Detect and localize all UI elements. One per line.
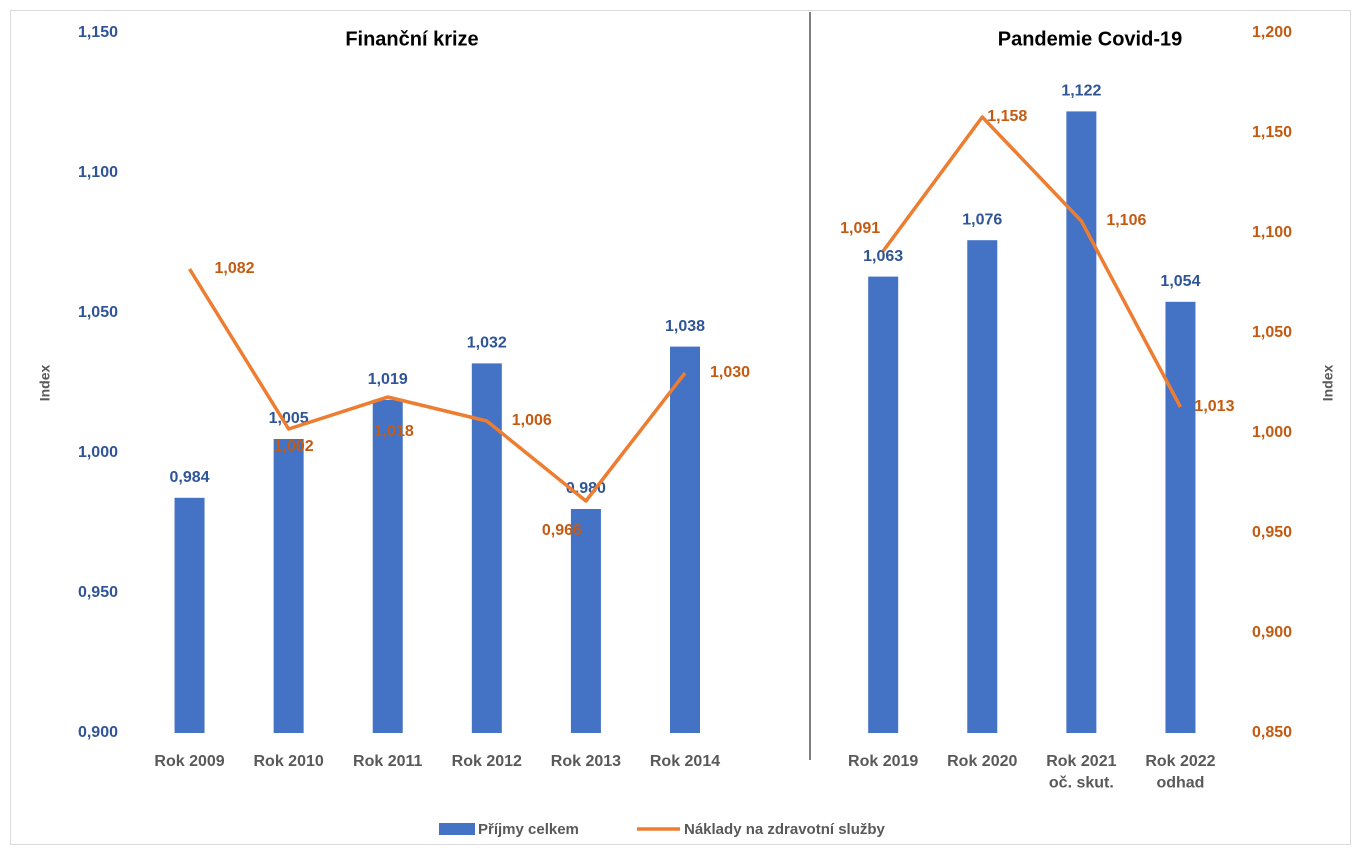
y-tick-label: 0,900 xyxy=(78,724,118,741)
x-tick-label: Rok 2011 xyxy=(353,753,422,770)
data-label: 1,063 xyxy=(863,248,903,265)
data-label: 1,013 xyxy=(1194,398,1234,415)
legend-label: Příjmy celkem xyxy=(478,821,579,838)
data-label: 1,082 xyxy=(215,260,255,277)
x-tick-label: Rok 2014 xyxy=(650,753,720,770)
data-label: 1,091 xyxy=(840,220,880,237)
y2-tick-label: 0,950 xyxy=(1252,524,1292,541)
bar xyxy=(273,439,304,733)
data-label: 1,006 xyxy=(512,412,552,429)
y2-tick-label: 1,200 xyxy=(1252,24,1292,41)
annotation: Pandemie Covid-19 xyxy=(998,28,1183,50)
data-label: 1,002 xyxy=(274,438,314,455)
data-label: 1,019 xyxy=(368,371,408,388)
y-tick-label: 1,150 xyxy=(78,24,118,41)
y2-tick-label: 1,150 xyxy=(1252,124,1292,141)
bar xyxy=(868,276,899,733)
line xyxy=(188,268,687,503)
data-label: 1,076 xyxy=(962,211,1002,228)
bar xyxy=(1165,301,1196,733)
bar xyxy=(570,509,601,733)
y2-tick-label: 0,900 xyxy=(1252,624,1292,641)
data-label: 1,054 xyxy=(1160,273,1200,290)
bar xyxy=(967,240,998,733)
data-label: 0,966 xyxy=(542,522,582,539)
annotation: Finanční krize xyxy=(345,28,478,50)
bar xyxy=(471,363,502,733)
y-tick-label: 1,100 xyxy=(78,164,118,181)
y2-tick-label: 1,050 xyxy=(1252,324,1292,341)
bar xyxy=(174,497,205,733)
legend-label: Náklady na zdravotní služby xyxy=(684,821,886,838)
data-label: 1,038 xyxy=(665,318,705,335)
y-tick-label: 1,000 xyxy=(78,444,118,461)
data-label: 1,106 xyxy=(1106,212,1146,229)
y2-tick-label: 1,000 xyxy=(1252,424,1292,441)
x-tick-label: Rok 2021 oč. skut. xyxy=(1046,753,1116,792)
data-label: 1,158 xyxy=(987,108,1027,125)
legend-swatch xyxy=(439,823,475,835)
y2-tick-label: 1,100 xyxy=(1252,224,1292,241)
bar xyxy=(670,346,700,733)
line xyxy=(881,115,1182,408)
y-axis-label: Index xyxy=(37,365,53,402)
x-tick-label: Rok 2022 odhad xyxy=(1145,753,1215,792)
data-label: 0,984 xyxy=(170,469,210,486)
data-label: 1,018 xyxy=(374,423,414,440)
bar xyxy=(1066,111,1097,733)
x-tick-label: Rok 2009 xyxy=(154,753,224,770)
y-tick-label: 0,950 xyxy=(78,584,118,601)
y2-axis-label: Index xyxy=(1320,365,1336,402)
x-tick-label: Rok 2012 xyxy=(452,753,522,770)
x-tick-label: Rok 2010 xyxy=(254,753,324,770)
x-tick-label: Rok 2013 xyxy=(551,753,621,770)
data-label: 1,122 xyxy=(1061,83,1101,100)
x-tick-label: Rok 2019 xyxy=(848,753,918,770)
y2-tick-label: 0,850 xyxy=(1252,724,1292,741)
bar xyxy=(372,399,403,733)
data-label: 1,030 xyxy=(710,364,750,381)
y-tick-label: 1,050 xyxy=(78,304,118,321)
data-label: 1,032 xyxy=(467,335,507,352)
x-tick-label: Rok 2020 xyxy=(947,753,1017,770)
